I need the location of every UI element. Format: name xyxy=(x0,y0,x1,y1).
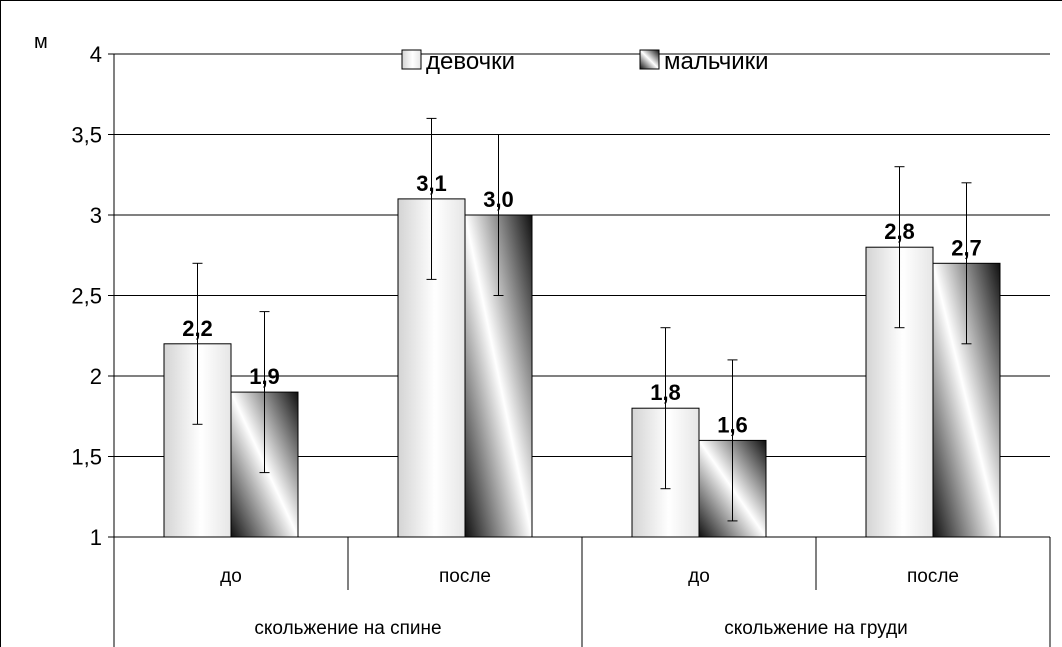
data-label: 1,8 xyxy=(650,380,681,405)
y-tick-label: 3,5 xyxy=(71,123,102,148)
data-label: 2,8 xyxy=(884,219,915,244)
data-label: 1,9 xyxy=(249,364,280,389)
legend-swatch-girls xyxy=(401,49,422,70)
y-tick-label: 4 xyxy=(90,42,102,67)
data-label: 3,1 xyxy=(416,171,447,196)
y-tick-label: 1 xyxy=(90,525,102,550)
y-axis-ticks: 1 1,5 2 2,5 3 3,5 4 xyxy=(71,42,114,550)
category-label: после xyxy=(907,566,959,587)
data-label: 3,0 xyxy=(483,187,514,212)
error-bars xyxy=(192,117,972,522)
y-axis-unit-label: м xyxy=(34,31,48,53)
y-tick-label: 2 xyxy=(90,364,102,389)
legend-label-boys: мальчики xyxy=(664,48,769,75)
y-tick-label: 3 xyxy=(90,203,102,228)
category-label: до xyxy=(688,566,710,587)
category-label: до xyxy=(220,566,242,587)
bars xyxy=(163,198,1001,538)
data-label: 2,2 xyxy=(182,316,213,341)
x-axis: до после до после скольжение на спине скольже… xyxy=(113,54,1051,647)
legend-swatch-boys xyxy=(639,49,660,70)
legend-label-girls: девочки xyxy=(426,48,515,75)
group-label: скольжение на спине xyxy=(254,618,441,639)
data-label: 1,6 xyxy=(717,412,748,437)
data-label: 2,7 xyxy=(951,235,982,260)
group-label: скольжение на груди xyxy=(724,618,908,639)
legend: девочки мальчики xyxy=(401,48,769,75)
y-tick-label: 2,5 xyxy=(71,284,102,309)
value-labels: 2,2 1,9 3,1 3,0 1,8 1,6 2,8 2,7 xyxy=(182,171,982,438)
y-tick-label: 1,5 xyxy=(71,445,102,470)
category-label: после xyxy=(439,566,491,587)
